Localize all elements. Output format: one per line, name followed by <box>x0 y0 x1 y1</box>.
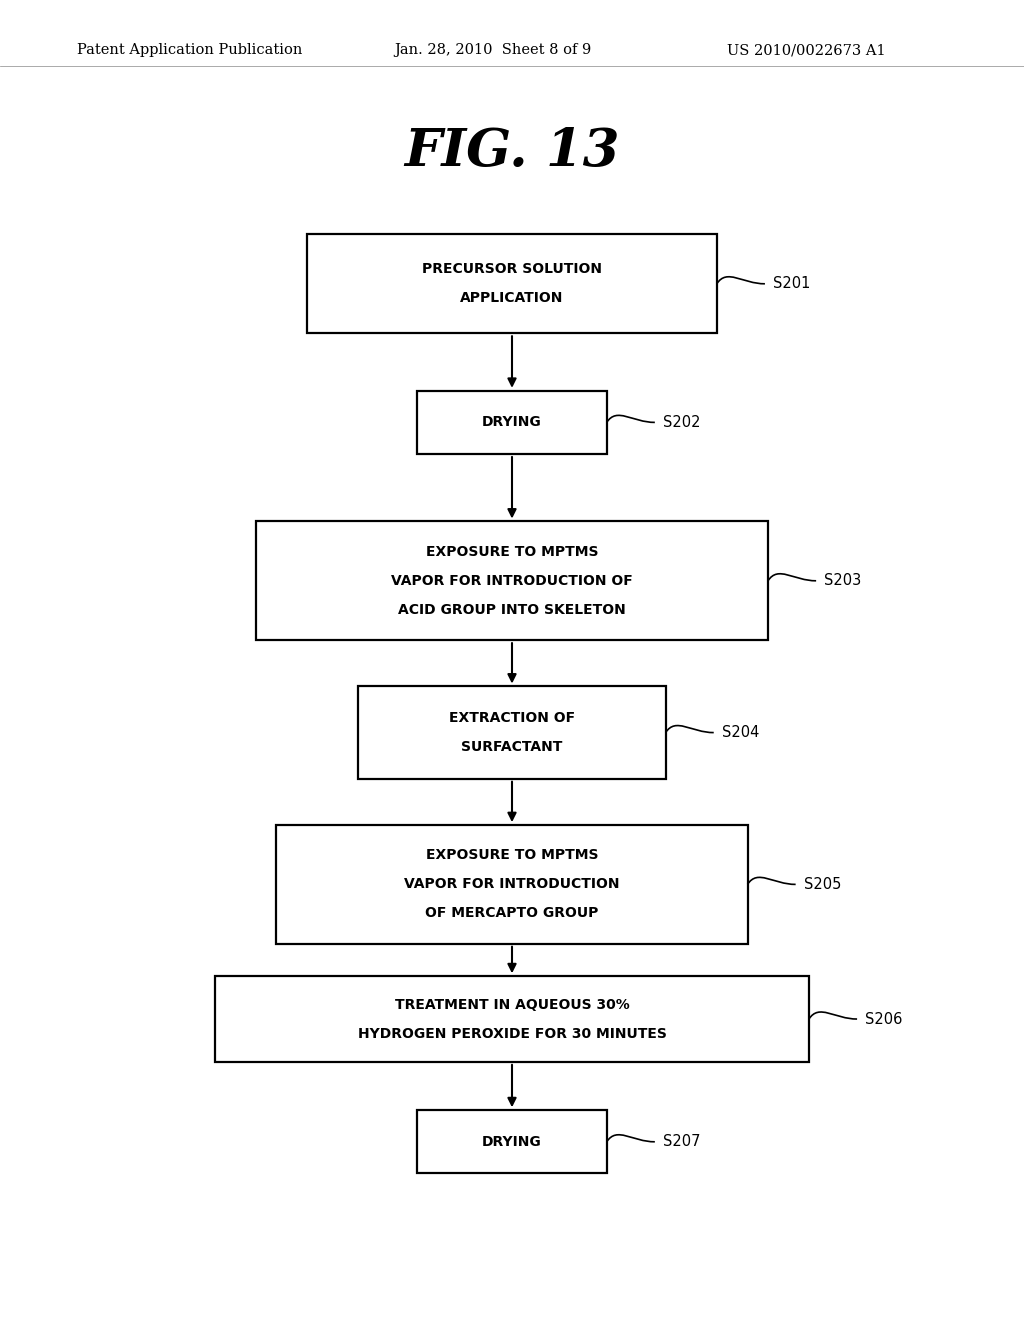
Bar <box>215 977 809 1061</box>
Text: EXPOSURE TO MPTMS: EXPOSURE TO MPTMS <box>426 849 598 862</box>
Text: Patent Application Publication: Patent Application Publication <box>77 44 302 57</box>
Bar <box>276 825 748 944</box>
Text: OF MERCAPTO GROUP: OF MERCAPTO GROUP <box>425 907 599 920</box>
Text: S202: S202 <box>664 414 700 430</box>
Text: Jan. 28, 2010  Sheet 8 of 9: Jan. 28, 2010 Sheet 8 of 9 <box>394 44 592 57</box>
Text: EXPOSURE TO MPTMS: EXPOSURE TO MPTMS <box>426 545 598 558</box>
Text: DRYING: DRYING <box>482 416 542 429</box>
Text: US 2010/0022673 A1: US 2010/0022673 A1 <box>727 44 886 57</box>
Bar <box>358 686 666 779</box>
Bar <box>418 391 606 454</box>
Text: EXTRACTION OF: EXTRACTION OF <box>449 711 575 725</box>
Text: VAPOR FOR INTRODUCTION OF: VAPOR FOR INTRODUCTION OF <box>391 574 633 587</box>
Text: S201: S201 <box>773 276 810 292</box>
Text: S207: S207 <box>664 1134 700 1150</box>
Text: SURFACTANT: SURFACTANT <box>462 741 562 754</box>
Text: FIG. 13: FIG. 13 <box>404 127 620 177</box>
Bar <box>307 235 717 333</box>
Text: S205: S205 <box>804 876 841 892</box>
Text: APPLICATION: APPLICATION <box>461 292 563 305</box>
Text: HYDROGEN PEROXIDE FOR 30 MINUTES: HYDROGEN PEROXIDE FOR 30 MINUTES <box>357 1027 667 1040</box>
Text: ACID GROUP INTO SKELETON: ACID GROUP INTO SKELETON <box>398 603 626 616</box>
Text: S203: S203 <box>824 573 861 589</box>
Bar <box>256 521 768 640</box>
Text: VAPOR FOR INTRODUCTION: VAPOR FOR INTRODUCTION <box>404 878 620 891</box>
Text: PRECURSOR SOLUTION: PRECURSOR SOLUTION <box>422 263 602 276</box>
Text: DRYING: DRYING <box>482 1135 542 1148</box>
Bar <box>418 1110 606 1173</box>
Text: TREATMENT IN AQUEOUS 30%: TREATMENT IN AQUEOUS 30% <box>394 998 630 1011</box>
Text: S204: S204 <box>722 725 759 741</box>
Text: S206: S206 <box>865 1011 902 1027</box>
